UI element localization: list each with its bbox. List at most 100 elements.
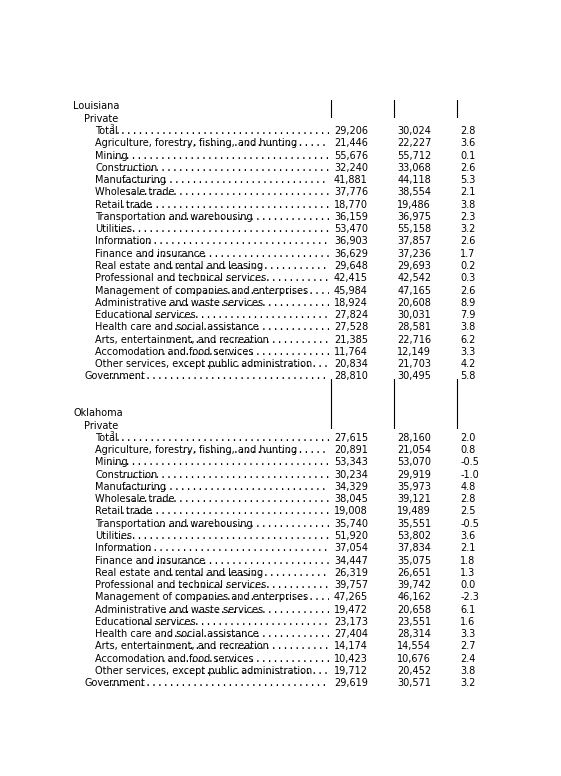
Text: ................................................................................: ........................................… (165, 580, 561, 590)
Text: ................................................................................: ........................................… (173, 592, 561, 602)
Bar (329, 342, 505, 355)
Bar (329, 355, 505, 367)
Text: ................................................................................: ........................................… (119, 163, 561, 173)
Text: -2.3: -2.3 (460, 592, 479, 602)
Text: ................................................................................: ........................................… (108, 457, 561, 467)
Text: ................................................................................: ........................................… (118, 237, 561, 247)
Bar (329, 317, 505, 330)
Text: ................................................................................: ........................................… (119, 469, 561, 480)
Text: 22,716: 22,716 (397, 334, 431, 345)
Text: 28,160: 28,160 (397, 433, 431, 443)
Text: 3.2: 3.2 (460, 678, 476, 688)
Text: 27,615: 27,615 (334, 433, 368, 443)
Bar (329, 217, 505, 230)
Text: Government: Government (84, 372, 145, 382)
Text: 2.7: 2.7 (460, 642, 476, 652)
Text: 6.1: 6.1 (460, 605, 475, 615)
Text: 7.9: 7.9 (460, 310, 476, 320)
Text: 36,903: 36,903 (334, 237, 368, 247)
Text: 33,068: 33,068 (397, 163, 431, 173)
Text: 34,329: 34,329 (334, 482, 368, 492)
Bar (329, 180, 505, 192)
Text: 0.3: 0.3 (460, 273, 475, 283)
Text: Construction: Construction (95, 163, 158, 173)
Text: ................................................................................: ........................................… (163, 568, 561, 578)
Text: 21,703: 21,703 (397, 359, 431, 369)
Text: ................................................................................: ........................................… (165, 642, 561, 652)
Text: ................................................................................: ........................................… (137, 249, 561, 258)
Bar (329, 442, 505, 454)
Text: Private: Private (84, 114, 118, 123)
Bar (329, 454, 505, 466)
Text: 36,629: 36,629 (334, 249, 368, 258)
Text: ................................................................................: ........................................… (126, 494, 561, 504)
Text: ................................................................................: ........................................… (173, 286, 561, 296)
Text: ................................................................................: ........................................… (155, 212, 561, 222)
Text: 30,024: 30,024 (397, 126, 431, 136)
Text: 29,693: 29,693 (397, 261, 431, 271)
Text: Louisiana: Louisiana (73, 102, 119, 112)
Text: 20,658: 20,658 (397, 605, 431, 615)
Text: 10,423: 10,423 (334, 653, 368, 663)
Text: 2.3: 2.3 (460, 212, 476, 222)
Text: 20,891: 20,891 (334, 445, 368, 455)
Text: 18,770: 18,770 (334, 199, 368, 210)
Text: ................................................................................: ........................................… (165, 273, 561, 283)
Text: Arts, entertainment, and recreation: Arts, entertainment, and recreation (95, 334, 269, 345)
Bar (329, 479, 505, 491)
Bar (329, 528, 505, 542)
Text: Other services, except public administration: Other services, except public administra… (95, 359, 312, 369)
Text: 2.6: 2.6 (460, 163, 476, 173)
Text: ................................................................................: ........................................… (136, 617, 561, 627)
Text: ................................................................................: ........................................… (119, 199, 561, 210)
Text: Wholesale trade: Wholesale trade (95, 494, 174, 504)
Text: 37,857: 37,857 (397, 237, 431, 247)
Text: 39,742: 39,742 (397, 580, 431, 590)
Text: 20,452: 20,452 (397, 666, 431, 676)
Text: 53,070: 53,070 (397, 457, 431, 467)
Text: 14,174: 14,174 (334, 642, 368, 652)
Text: 4.8: 4.8 (460, 482, 475, 492)
Text: 2.6: 2.6 (460, 237, 476, 247)
Text: ................................................................................: ........................................… (165, 334, 561, 345)
Text: -1.0: -1.0 (460, 469, 479, 480)
Text: ................................................................................: ........................................… (155, 653, 561, 663)
Text: ................................................................................: ........................................… (161, 629, 561, 639)
Text: 46,162: 46,162 (397, 592, 431, 602)
Text: 28,810: 28,810 (334, 372, 368, 382)
Text: Agriculture, forestry, fishing, and hunting: Agriculture, forestry, fishing, and hunt… (95, 138, 297, 148)
Bar (329, 118, 505, 130)
Text: 37,054: 37,054 (334, 543, 368, 553)
Text: ................................................................................: ........................................… (181, 445, 561, 455)
Text: Information: Information (95, 543, 151, 553)
Bar (329, 579, 505, 591)
Text: 27,404: 27,404 (334, 629, 368, 639)
Text: 10,676: 10,676 (397, 653, 431, 663)
Text: Total: Total (95, 433, 118, 443)
Text: 39,121: 39,121 (397, 494, 431, 504)
Bar (329, 280, 505, 293)
Text: Construction: Construction (95, 469, 158, 480)
Text: 2.5: 2.5 (460, 507, 476, 517)
Text: Management of companies and enterprises: Management of companies and enterprises (95, 592, 308, 602)
Text: ................................................................................: ........................................… (119, 507, 561, 517)
Text: 3: 3 (110, 431, 114, 437)
Text: 0.2: 0.2 (460, 261, 476, 271)
Text: 19,712: 19,712 (334, 666, 368, 676)
Text: Mining: Mining (95, 457, 128, 467)
Text: 2.4: 2.4 (460, 653, 476, 663)
Text: Other services, except public administration: Other services, except public administra… (95, 666, 312, 676)
Text: Finance and insurance: Finance and insurance (95, 556, 205, 566)
Bar (329, 542, 505, 554)
Text: Utilities: Utilities (95, 531, 132, 541)
Text: Mining: Mining (95, 151, 128, 161)
Text: 28,314: 28,314 (397, 629, 431, 639)
Text: 5.3: 5.3 (460, 175, 476, 185)
Text: 35,075: 35,075 (397, 556, 431, 566)
Text: 14,554: 14,554 (397, 642, 431, 652)
Text: Manufacturing: Manufacturing (95, 175, 166, 185)
Text: ................................................................................: ........................................… (122, 175, 561, 185)
Text: 19,472: 19,472 (334, 605, 368, 615)
Text: 42,542: 42,542 (397, 273, 431, 283)
Text: 3.6: 3.6 (460, 531, 475, 541)
